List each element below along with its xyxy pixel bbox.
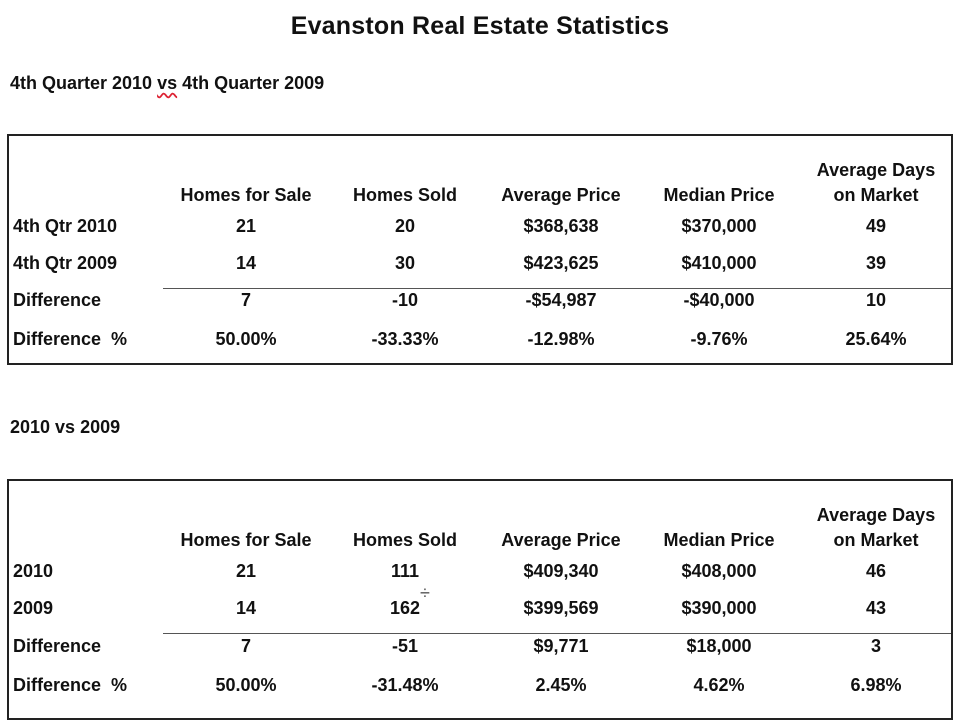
table-cell: 21 bbox=[235, 561, 257, 581]
table-cell: $399,569 bbox=[523, 598, 599, 618]
table-cell: 43 bbox=[865, 598, 887, 618]
column-header-line: Median Price bbox=[663, 530, 775, 550]
table-cell: 7 bbox=[240, 290, 251, 310]
column-header-line: Average Days bbox=[816, 160, 936, 180]
row-divider bbox=[163, 633, 951, 634]
row-divider bbox=[163, 288, 951, 289]
column-header: Median Price bbox=[639, 183, 799, 208]
table-cell: $390,000 bbox=[681, 598, 757, 618]
move-cursor-icon: ÷ bbox=[420, 583, 430, 603]
column-header-line: on Market bbox=[833, 530, 919, 550]
heading-part: 2010 vs 2009 bbox=[10, 417, 121, 437]
table-cell: -33.33% bbox=[371, 329, 439, 349]
table-cell: -31.48% bbox=[371, 675, 439, 695]
column-header-line: Median Price bbox=[663, 185, 775, 205]
column-header-line: Average Price bbox=[501, 530, 621, 550]
column-header-line: Homes for Sale bbox=[180, 185, 312, 205]
table-cell: 111 bbox=[390, 561, 420, 581]
column-header-line: on Market bbox=[833, 185, 919, 205]
table-cell: $408,000 bbox=[681, 561, 757, 581]
column-header-line: Average Price bbox=[501, 185, 621, 205]
row-label: 2010 bbox=[13, 561, 54, 581]
row-label: 4th Qtr 2010 bbox=[13, 216, 118, 236]
section-heading-annual: 2010 vs 2009 bbox=[10, 417, 120, 438]
row-label: 2009 bbox=[13, 598, 54, 618]
column-header: Average Days on Market bbox=[796, 503, 956, 553]
table-cell: 4.62% bbox=[693, 675, 745, 695]
heading-part: 4th Quarter 2010 bbox=[10, 73, 158, 93]
column-header-line: Average Days bbox=[816, 505, 936, 525]
table-cell: 2.45% bbox=[535, 675, 587, 695]
section-heading-quarterly: 4th Quarter 2010 vs 4th Quarter 2009 bbox=[10, 73, 324, 94]
table-cell: 3 bbox=[870, 636, 881, 656]
table-cell: 162 bbox=[389, 598, 421, 618]
table-cell: 14 bbox=[235, 598, 257, 618]
table-cell: 30 bbox=[394, 253, 416, 273]
row-label: 4th Qtr 2009 bbox=[13, 253, 118, 273]
table-cell: 50.00% bbox=[215, 675, 277, 695]
column-header: Average Price bbox=[481, 528, 641, 553]
table-cell: -51 bbox=[391, 636, 418, 656]
table-cell: $409,340 bbox=[523, 561, 599, 581]
table-cell: 46 bbox=[865, 561, 887, 581]
page-title: Evanston Real Estate Statistics bbox=[290, 12, 670, 40]
column-header: Homes for Sale bbox=[161, 528, 331, 553]
table-cell: 21 bbox=[235, 216, 257, 236]
row-label: Difference bbox=[13, 290, 102, 310]
row-label: Difference % bbox=[13, 329, 128, 349]
column-header-line: Homes Sold bbox=[352, 530, 458, 550]
column-header: Median Price bbox=[639, 528, 799, 553]
annual-stats-table: Homes for Sale Homes Sold Average Price Med… bbox=[7, 479, 953, 720]
table-cell: $410,000 bbox=[681, 253, 757, 273]
table-cell: -9.76% bbox=[690, 329, 748, 349]
table-cell: $368,638 bbox=[523, 216, 599, 236]
row-label: Difference % bbox=[13, 675, 128, 695]
row-label: Difference bbox=[13, 636, 102, 656]
table-cell: 14 bbox=[235, 253, 257, 273]
table-cell: $423,625 bbox=[523, 253, 599, 273]
heading-part-vs: vs bbox=[157, 73, 178, 93]
column-header-line: Homes for Sale bbox=[180, 530, 312, 550]
heading-part: 4th Quarter 2009 bbox=[177, 73, 325, 93]
column-header: Average Days on Market bbox=[796, 158, 956, 208]
column-header: Homes Sold bbox=[330, 528, 480, 553]
table-cell: 49 bbox=[865, 216, 887, 236]
table-cell: 10 bbox=[865, 290, 887, 310]
table-cell: $9,771 bbox=[533, 636, 589, 656]
column-header-line: Homes Sold bbox=[352, 185, 458, 205]
column-header: Homes Sold bbox=[330, 183, 480, 208]
table-cell: -10 bbox=[391, 290, 418, 310]
column-header: Average Price bbox=[481, 183, 641, 208]
table-cell: 7 bbox=[240, 636, 251, 656]
table-cell: 6.98% bbox=[850, 675, 902, 695]
quarterly-stats-table: Homes for Sale Homes Sold Average Price Med… bbox=[7, 134, 953, 365]
table-cell: -$54,987 bbox=[525, 290, 597, 310]
table-cell: -12.98% bbox=[527, 329, 595, 349]
table-cell: 20 bbox=[394, 216, 416, 236]
table-cell: $18,000 bbox=[686, 636, 752, 656]
table-cell: 25.64% bbox=[845, 329, 907, 349]
column-header: Homes for Sale bbox=[161, 183, 331, 208]
table-cell: 39 bbox=[865, 253, 887, 273]
table-cell: -$40,000 bbox=[683, 290, 755, 310]
table-cell: $370,000 bbox=[681, 216, 757, 236]
table-cell: 50.00% bbox=[215, 329, 277, 349]
